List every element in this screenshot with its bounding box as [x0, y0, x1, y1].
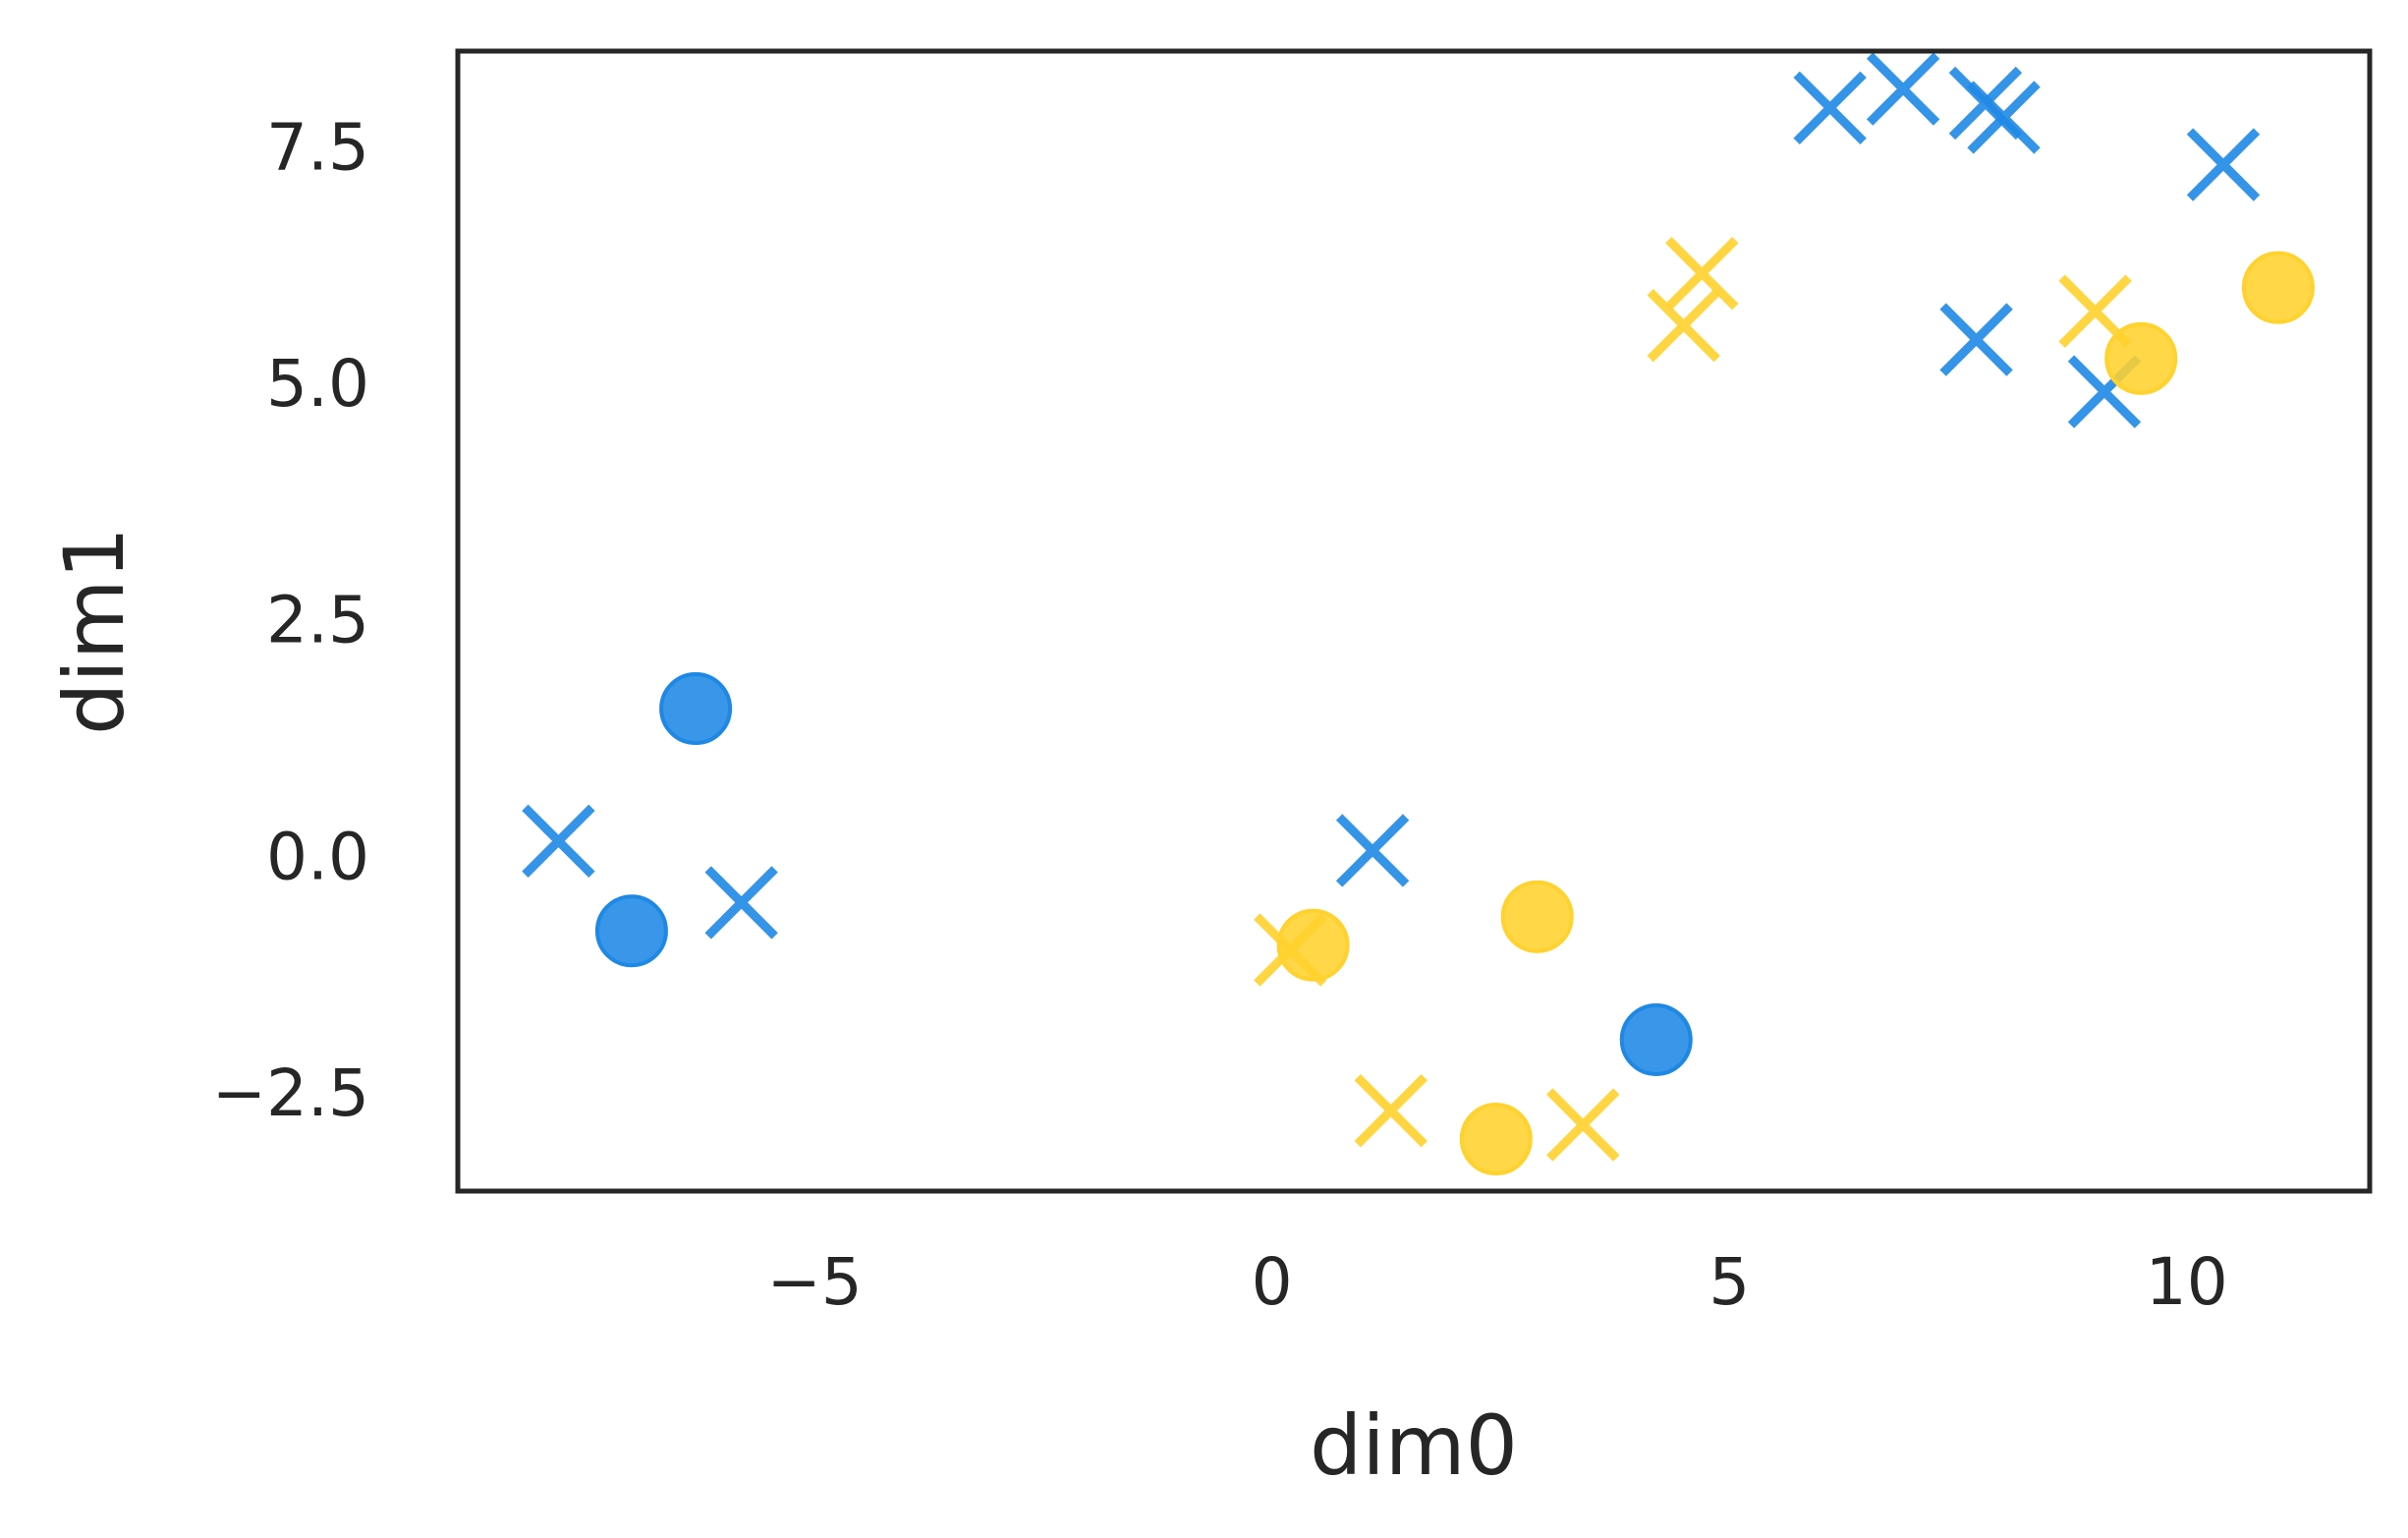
point-blue-cross — [2186, 128, 2261, 201]
x-axis-label: dim0 — [1310, 1397, 1518, 1494]
y-tick-label: 7.5 — [266, 109, 369, 185]
y-axis-ticks: −2.5 0.0 2.5 5.0 7.5 — [212, 109, 369, 1131]
data-points — [522, 52, 2315, 1176]
point-blue-cross — [1335, 814, 1410, 887]
x-axis-ticks: −5 0 5 10 — [766, 1244, 2227, 1320]
x-tick-label: 5 — [1708, 1244, 1750, 1320]
x-tick-label: 0 — [1252, 1244, 1293, 1320]
point-yellow-circle — [1276, 908, 1350, 982]
point-blue-cross — [704, 866, 778, 940]
point-yellow-circle — [2104, 321, 2178, 395]
x-tick-label: −5 — [766, 1244, 862, 1320]
x-tick-label: 10 — [2146, 1244, 2228, 1320]
y-tick-label: −2.5 — [212, 1055, 369, 1131]
y-tick-label: 2.5 — [266, 583, 369, 658]
y-tick-label: 0.0 — [266, 819, 369, 894]
point-blue-cross — [1866, 52, 1940, 126]
point-yellow-cross — [1546, 1088, 1620, 1162]
point-blue-cross — [1967, 81, 2041, 154]
point-yellow-circle — [2241, 251, 2315, 324]
point-yellow-cross — [1354, 1073, 1428, 1148]
point-blue-circle — [659, 672, 733, 746]
y-tick-label: 5.0 — [266, 346, 369, 422]
point-yellow-cross — [1647, 288, 1720, 363]
point-blue-circle — [594, 894, 668, 968]
point-yellow-cross — [1665, 237, 1739, 311]
point-blue-circle — [1619, 1002, 1693, 1076]
point-blue-cross — [522, 804, 595, 878]
point-blue-cross — [1939, 303, 2013, 376]
plot-frame — [455, 48, 2373, 1194]
point-blue-cross — [1793, 71, 1867, 144]
y-axis-label: dim1 — [46, 527, 142, 735]
point-yellow-circle — [1459, 1103, 1533, 1176]
point-yellow-circle — [1500, 880, 1574, 953]
